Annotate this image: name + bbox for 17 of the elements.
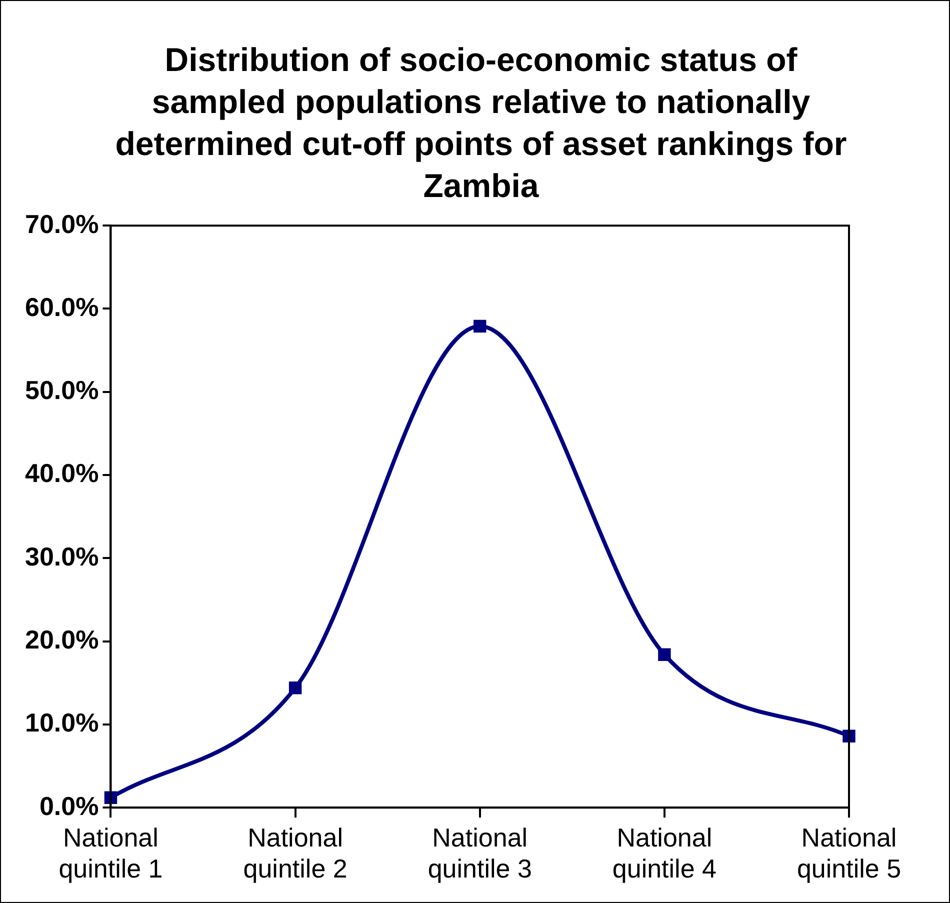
chart-title: Distribution of socio-economic status of sampled populations relative to nationally determined cut-off points of asset rankings for Zambia: [114, 40, 848, 206]
x-tick-label: National quintile 2: [243, 822, 348, 884]
y-tick-label: 30.0%: [24, 541, 99, 572]
x-tick-label: National quintile 5: [796, 822, 902, 884]
y-tick-label: 10.0%: [24, 708, 99, 738]
y-tick-label: 60.0%: [24, 292, 99, 322]
point: [658, 648, 671, 661]
y-tick-label: 50.0%: [24, 375, 99, 406]
y-tick-label: 70.0%: [24, 208, 99, 239]
x-tick-label: National quintile 1: [58, 822, 163, 884]
x-tick-label: National quintile 4: [612, 822, 716, 884]
point: [473, 320, 486, 333]
y-tick-label: 40.0%: [24, 458, 99, 488]
x-tick-label: National quintile 3: [428, 822, 532, 884]
y-tick-label: 20.0%: [24, 624, 99, 654]
point: [288, 682, 302, 694]
y-tick-label: 0.0%: [39, 790, 99, 821]
